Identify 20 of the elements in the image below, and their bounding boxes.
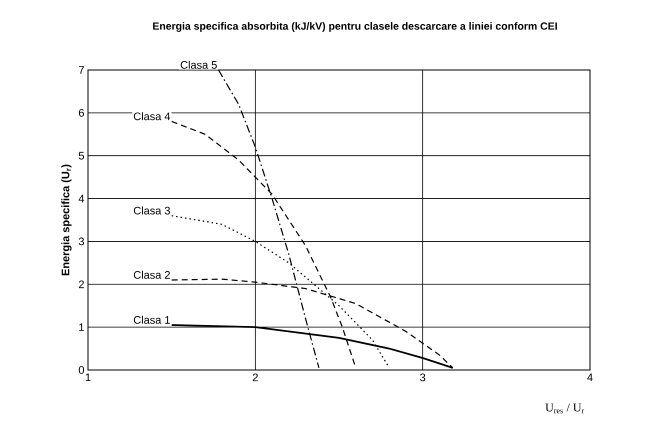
series-label: Clasa 1 [134,316,170,324]
y-axis-title: Energia specifica (U$_{r}$) [61,164,72,276]
series-label: Clasa 2 [134,270,170,279]
y-tick-label: 5 [78,152,84,160]
x-tick-label: 4 [587,374,593,382]
y-tick-label: 4 [78,194,84,202]
y-tick-label: 3 [78,238,84,246]
x-tick-label: 1 [86,374,91,382]
y-tick-label: 2 [78,280,84,288]
x-axis-title: U$_{res}$ / U$_{r}$ [545,404,584,414]
series-label: Clasa 3 [134,206,170,215]
x-tick-label: 3 [420,374,426,382]
y-tick-label: 1 [79,323,84,331]
series-label: Clasa 5 [180,60,217,69]
y-tick-label: 6 [78,108,84,117]
chart-title: Energia specifica absorbita (kJ/kV) pentru clasele descarcare a liniei conform CEI [153,22,557,32]
series-label: Clasa 4 [134,112,170,120]
y-tick-label: 0 [78,366,84,374]
x-tick-label: 2 [252,374,258,382]
y-tick-label: 7 [78,66,84,74]
